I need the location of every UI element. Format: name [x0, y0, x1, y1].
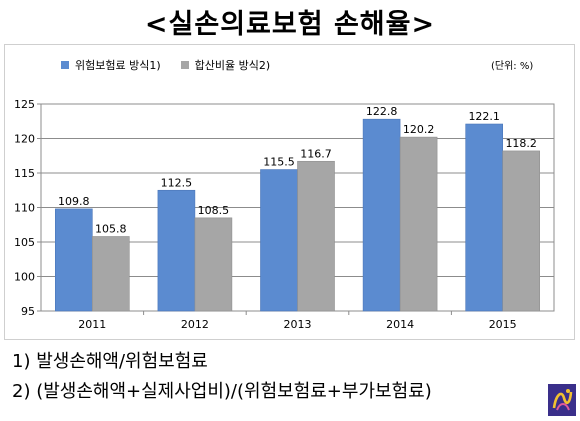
x-tick-label: 2011 — [78, 318, 106, 331]
chart-legend: 위험보험료 방식1) 합산비율 방식2) — [61, 57, 290, 73]
legend-label-series-2: 합산비율 방식2) — [194, 59, 271, 72]
data-label: 105.8 — [95, 222, 127, 235]
x-tick-label: 2013 — [284, 318, 312, 331]
footnote-1: 1) 발생손해액/위험보험료 — [12, 351, 208, 372]
data-label: 108.5 — [198, 204, 230, 217]
y-tick-label: 110 — [14, 202, 35, 215]
bar-2 — [297, 160, 335, 312]
x-tick-label: 2015 — [489, 318, 517, 331]
bar-2 — [399, 136, 438, 312]
data-label: 109.8 — [58, 195, 90, 208]
data-label: 122.8 — [366, 105, 398, 118]
footnote-2: 2) (발생손해액+실제사업비)/(위험보험료+부가보험료) — [12, 381, 432, 402]
data-label: 122.1 — [468, 110, 500, 123]
y-tick-label: 105 — [14, 236, 35, 249]
bar-1 — [54, 208, 93, 312]
bar-chart: 95 100 105 110 115 120 125 109.8 105.8 2011 112.5 1… — [14, 98, 555, 331]
bar-1 — [362, 118, 401, 312]
bar-1 — [465, 123, 504, 312]
y-tick-label: 100 — [14, 271, 35, 284]
bar-1 — [157, 189, 196, 312]
x-tick-label: 2012 — [181, 318, 209, 331]
x-tick-label: 2014 — [386, 318, 414, 331]
footnotes: 1) 발생손해액/위험보험료 2) (발생손해액+실제사업비)/(위험보험료+부… — [12, 347, 432, 407]
legend-label-series-1: 위험보험료 방식1) — [75, 59, 161, 72]
y-tick-label: 115 — [14, 167, 35, 180]
page-title: <실손의료보험 손해율> — [144, 9, 436, 40]
y-tick-label: 120 — [14, 133, 35, 146]
data-label: 116.7 — [300, 147, 332, 160]
data-label: 115.5 — [263, 156, 295, 169]
y-tick-label: 125 — [14, 98, 35, 111]
legend-item-series-1: 위험보험료 방식1) — [61, 57, 161, 73]
legend-item-series-2: 합산비율 방식2) — [180, 57, 271, 73]
legend-swatch-series-2 — [180, 61, 189, 69]
data-label: 112.5 — [161, 176, 193, 189]
bar-1 — [260, 169, 298, 312]
data-label: 120.2 — [403, 123, 435, 136]
y-tick-label: 95 — [21, 305, 35, 318]
unit-label: (단위: %) — [491, 61, 534, 72]
bar-2 — [502, 150, 541, 312]
data-label: 118.2 — [505, 137, 537, 150]
bar-2 — [92, 236, 130, 312]
legend-swatch-series-1 — [61, 61, 69, 69]
bar-2 — [194, 217, 233, 312]
logo-icon — [548, 384, 576, 416]
chart-frame: 위험보험료 방식1) 합산비율 방식2) (단위: %) 95 100 105 110… — [4, 44, 575, 340]
